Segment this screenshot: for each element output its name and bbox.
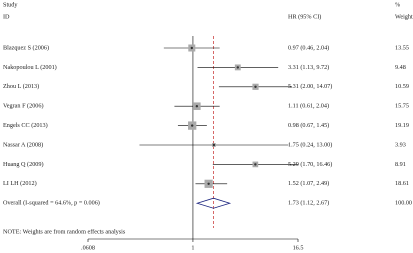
weight-label: 9.48 bbox=[395, 64, 406, 71]
header-study: Study bbox=[3, 1, 18, 8]
weight-label: 13.55 bbox=[395, 44, 409, 51]
study-label: LI LH (2012) bbox=[3, 180, 37, 187]
weight-label: 10.59 bbox=[395, 83, 409, 90]
point-estimate bbox=[254, 163, 257, 166]
study-label: Overall (I-squared = 64.6%, p = 0.006) bbox=[3, 200, 100, 207]
weight-label: 19.19 bbox=[395, 122, 409, 129]
point-estimate bbox=[207, 182, 210, 185]
effect-label: 5.29 (1.70, 16.46) bbox=[288, 161, 332, 168]
header-id: ID bbox=[3, 13, 10, 20]
weight-label: 15.75 bbox=[395, 103, 409, 110]
weight-label: 100.00 bbox=[395, 200, 412, 207]
effect-label: 0.97 (0.46, 2.04) bbox=[288, 44, 329, 51]
point-estimate bbox=[236, 66, 239, 69]
study-label: Nassar A (2008) bbox=[3, 141, 43, 148]
weight-label: 3.93 bbox=[395, 141, 406, 148]
x-tick-label: .0608 bbox=[81, 244, 95, 251]
x-tick-label: 16.5 bbox=[293, 244, 304, 251]
effect-label: 0.98 (0.67, 1.45) bbox=[288, 122, 329, 129]
study-label: Engels CC (2013) bbox=[3, 122, 48, 129]
header-effect: HR (95% CI) bbox=[288, 13, 321, 20]
study-label: Nakopoulou L (2001) bbox=[3, 64, 57, 71]
overall-diamond bbox=[195, 197, 232, 209]
effect-label: 3.31 (1.13, 9.72) bbox=[288, 64, 329, 71]
weight-label: 8.91 bbox=[395, 161, 406, 168]
point-estimate bbox=[195, 105, 199, 108]
study-label: Zhou L (2013) bbox=[3, 83, 39, 90]
effect-label: 1.73 (1.12, 2.67) bbox=[288, 200, 329, 207]
weight-label: 18.61 bbox=[395, 180, 409, 187]
study-label: Blazquez S (2006) bbox=[3, 44, 49, 51]
effect-label: 1.75 (0.24, 13.00) bbox=[288, 141, 332, 148]
effect-label: 5.31 (2.00, 14.07) bbox=[288, 83, 332, 90]
point-estimate bbox=[212, 143, 216, 147]
point-estimate bbox=[190, 46, 193, 50]
effect-label: 1.11 (0.61, 2.04) bbox=[288, 103, 329, 110]
note: NOTE: Weights are from random effects an… bbox=[3, 228, 126, 235]
effect-label: 1.52 (1.07, 2.49) bbox=[288, 180, 329, 187]
x-tick-label: 1 bbox=[191, 244, 194, 251]
point-estimate bbox=[254, 85, 257, 89]
study-label: Huang Q (2009) bbox=[3, 161, 44, 168]
study-label: Vegran F (2006) bbox=[3, 103, 44, 110]
point-estimate bbox=[190, 124, 194, 127]
header-weight: Weight bbox=[395, 13, 413, 20]
header-percent: % bbox=[395, 1, 400, 8]
